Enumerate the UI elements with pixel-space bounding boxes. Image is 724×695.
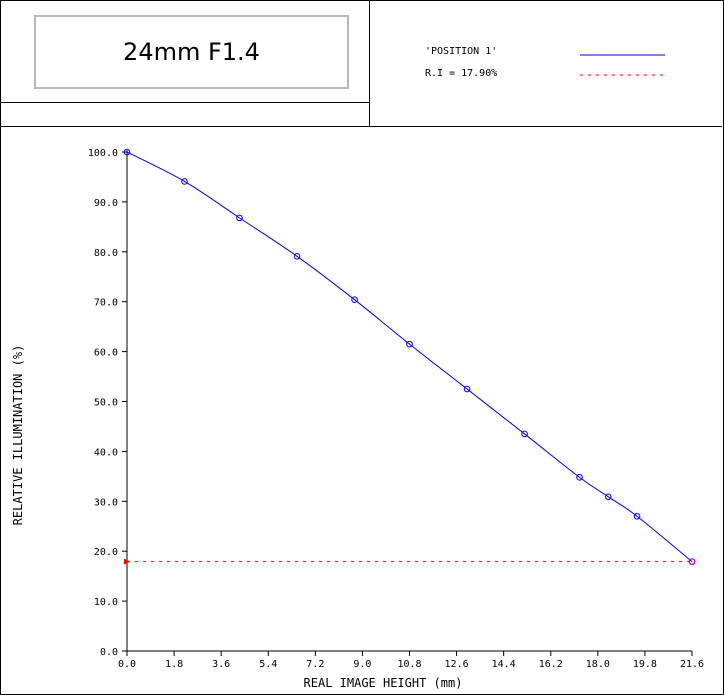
x-tick-label: 21.6 <box>680 659 704 670</box>
x-tick-label: 10.8 <box>397 659 421 670</box>
x-tick-label: 0.0 <box>118 659 136 670</box>
y-tick-label: 60.0 <box>94 348 118 359</box>
position-1-curve <box>126 151 693 563</box>
y-tick-label: 100.0 <box>88 148 118 159</box>
y-tick-label: 10.0 <box>94 597 118 608</box>
header-vertical-divider <box>369 0 370 127</box>
data-point-marker <box>406 340 413 348</box>
title-box: 24mm F1.4 <box>34 15 349 89</box>
y-tick-label: 0.0 <box>100 647 118 658</box>
x-tick-label: 3.6 <box>212 659 230 670</box>
chart-area: 0.0 1.8 3.6 5.4 7.2 9.0 10.8 12.6 14.4 16.2 18.0 19… <box>11 54 704 690</box>
data-point-marker <box>521 430 528 438</box>
data-point-marker <box>576 474 583 481</box>
x-axis-label: REAL IMAGE HEIGHT (mm) <box>304 676 463 690</box>
x-tick-label: 1.8 <box>165 659 183 670</box>
ri-start-marker <box>124 558 130 565</box>
y-tick-label: 50.0 <box>94 398 118 409</box>
y-tick-label: 40.0 <box>94 447 118 458</box>
legend-label-ri: R.I = 17.90% <box>425 68 498 79</box>
data-point-marker <box>236 214 243 222</box>
title-subdivider <box>0 102 369 103</box>
series-group <box>123 148 696 566</box>
y-tick-label: 90.0 <box>94 198 118 209</box>
data-point-marker <box>351 296 358 304</box>
chart-title: 24mm F1.4 <box>123 38 260 66</box>
axes <box>126 150 692 652</box>
y-axis-label: RELATIVE ILLUMINATION (%) <box>11 345 25 526</box>
x-tick-label: 5.4 <box>259 659 277 670</box>
legend-swatches <box>580 54 665 76</box>
y-tick-label: 80.0 <box>94 248 118 259</box>
x-tick-label: 9.0 <box>353 659 371 670</box>
x-tick-label: 7.2 <box>306 659 324 670</box>
x-tick-label: 14.4 <box>492 659 516 670</box>
x-tick-label: 16.2 <box>539 659 563 670</box>
x-tick-label: 19.8 <box>633 659 657 670</box>
x-tick-label: 18.0 <box>586 659 610 670</box>
data-point-marker <box>123 148 131 156</box>
y-tick-label: 20.0 <box>94 547 118 558</box>
y-ticks: 0.0 10.0 20.0 30.0 40.0 50.0 60.0 70.0 80.0 90.0 1… <box>88 148 127 658</box>
y-tick-label: 70.0 <box>94 298 118 309</box>
header-divider <box>0 126 722 127</box>
data-point-marker <box>463 385 471 393</box>
data-point-marker <box>293 252 301 260</box>
data-point-marker <box>604 493 612 501</box>
x-tick-label: 12.6 <box>445 659 469 670</box>
y-tick-label: 30.0 <box>94 497 118 508</box>
x-ticks: 0.0 1.8 3.6 5.4 7.2 9.0 10.8 12.6 14.4 16.2 18.0 19… <box>118 651 704 670</box>
data-point-marker <box>181 178 188 185</box>
data-point-marker <box>633 512 641 520</box>
legend-label-position: 'POSITION 1' <box>425 46 498 57</box>
ri-end-marker <box>688 558 696 566</box>
